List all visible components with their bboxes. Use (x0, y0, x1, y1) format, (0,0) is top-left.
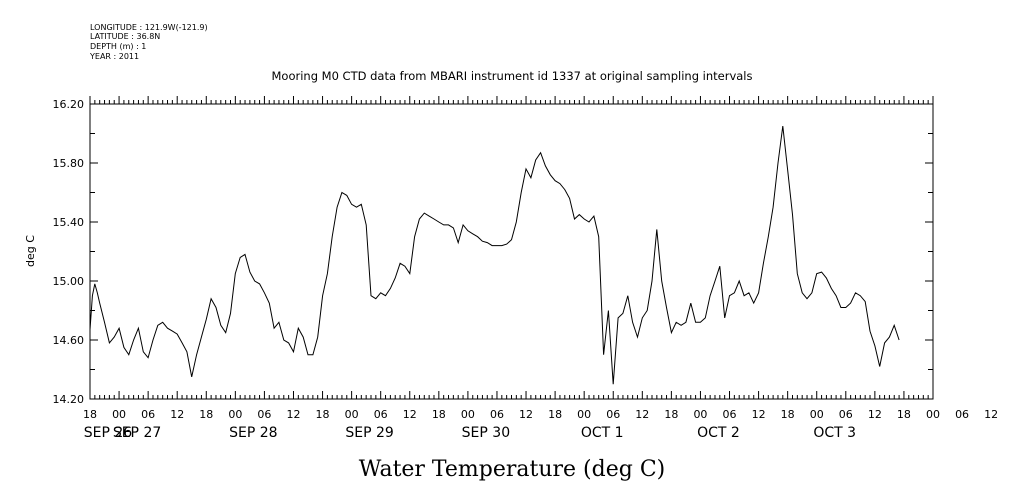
x-axis-label: Water Temperature (deg C) (359, 457, 666, 482)
hour-tick-label: 12 (984, 408, 998, 421)
hour-tick-label: 06 (723, 408, 737, 421)
y-tick-label: 14.60 (53, 334, 85, 347)
x-axis: 18 00 06 12 18 00 06 12 18 00 06 12 18 00 06 12 18 00 06 12… (83, 96, 998, 441)
longitude-label: LONGITUDE : 121.9W(-121.9) (90, 23, 208, 32)
date-label: SEP 30 (462, 425, 510, 441)
date-label: SEP 29 (345, 425, 393, 441)
hour-tick-label: 18 (548, 408, 562, 421)
hour-tick-label: 12 (868, 408, 882, 421)
hour-tick-label: 06 (490, 408, 504, 421)
hour-tick-label: 18 (432, 408, 446, 421)
hour-tick-label: 06 (141, 408, 155, 421)
y-tick-label: 15.80 (53, 157, 85, 170)
hour-tick-label: 12 (403, 408, 417, 421)
date-label: OCT 1 (581, 425, 624, 441)
date-label: OCT 3 (813, 425, 856, 441)
hour-tick-label: 18 (83, 408, 97, 421)
hour-tick-label: 06 (606, 408, 620, 421)
year-label: YEAR : 2011 (90, 52, 140, 61)
hour-tick-label: 00 (345, 408, 359, 421)
date-label: SEP 28 (229, 425, 277, 441)
series-line-water-temperature (89, 126, 900, 385)
hour-tick-label: 18 (897, 408, 911, 421)
hour-tick-label: 00 (577, 408, 591, 421)
latitude-label: LATITUDE : 36.8N (90, 32, 161, 41)
depth-label: DEPTH (m) : 1 (90, 42, 147, 51)
y-axis-label: deg C (24, 235, 37, 267)
hour-tick-label: 00 (810, 408, 824, 421)
hour-tick-label: 12 (635, 408, 649, 421)
hour-tick-label: 18 (316, 408, 330, 421)
hour-tick-label: 06 (257, 408, 271, 421)
hour-tick-label: 12 (519, 408, 533, 421)
y-axis: 14.20 14.60 15.00 15.40 15.80 16.20 (53, 98, 933, 406)
date-label: OCT 2 (697, 425, 740, 441)
date-label: SEP 27 (113, 425, 161, 441)
hour-tick-label: 06 (374, 408, 388, 421)
chart-title: Mooring M0 CTD data from MBARI instrumen… (272, 69, 753, 83)
hour-tick-label: 06 (839, 408, 853, 421)
hour-tick-label: 12 (752, 408, 766, 421)
hour-tick-label: 18 (664, 408, 678, 421)
hour-tick-label: 00 (461, 408, 475, 421)
hour-tick-label: 18 (781, 408, 795, 421)
hour-tick-label: 00 (228, 408, 242, 421)
y-tick-label: 14.20 (53, 393, 85, 406)
date-label: SEP 26 (84, 425, 133, 441)
hour-tick-label: 12 (170, 408, 184, 421)
hour-tick-label: 18 (199, 408, 213, 421)
hour-tick-label: 00 (693, 408, 707, 421)
y-tick-label: 16.20 (53, 98, 85, 111)
y-tick-label: 15.00 (53, 275, 85, 288)
hour-tick-label: 00 (112, 408, 126, 421)
hour-tick-label: 00 (926, 408, 940, 421)
hour-tick-label: 06 (955, 408, 969, 421)
hour-tick-label: 12 (286, 408, 300, 421)
plot-frame (89, 103, 934, 400)
y-tick-label: 15.40 (53, 216, 85, 229)
